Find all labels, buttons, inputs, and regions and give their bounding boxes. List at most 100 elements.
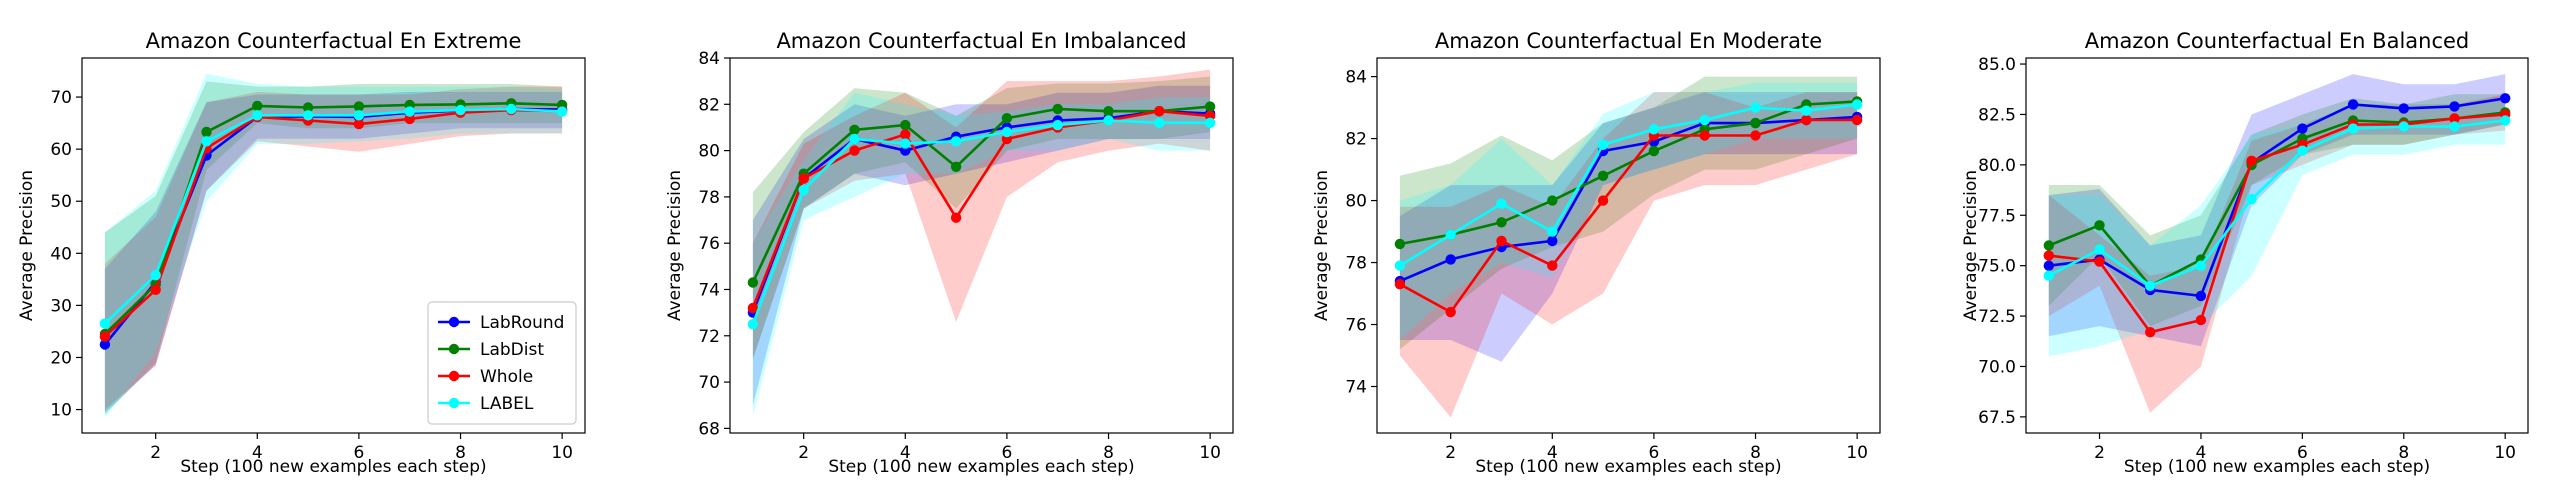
data-point-whole <box>404 113 415 125</box>
data-point-label <box>2500 115 2511 126</box>
legend-marker-labround <box>448 316 460 328</box>
confidence-band-labdist <box>104 81 563 415</box>
x-tick-label: 2 <box>150 443 161 463</box>
legend-label-labdist: LabDist <box>480 340 544 360</box>
y-tick-label: 84 <box>698 49 720 69</box>
data-point-label <box>1154 117 1165 128</box>
data-point-whole <box>1154 106 1165 117</box>
data-point-labdist <box>1052 103 1063 115</box>
data-point-label <box>1648 124 1660 135</box>
data-point-label <box>2094 244 2105 255</box>
x-tick-label: 4 <box>900 443 911 463</box>
confidence-band-whole <box>2048 94 2506 413</box>
x-tick-label: 8 <box>1750 443 1761 463</box>
legend-label-label: LABEL <box>480 394 534 414</box>
legend-marker-label <box>448 397 460 409</box>
confidence-band-labround <box>104 91 563 413</box>
y-tick-label: 80.0 <box>1978 156 2016 176</box>
confidence-band-whole <box>1399 92 1858 418</box>
x-tick-label: 4 <box>2196 443 2207 463</box>
legend-box <box>427 301 577 425</box>
y-tick-label: 30 <box>50 296 72 316</box>
data-point-whole <box>2043 250 2054 261</box>
confidence-band-labdist <box>2048 94 2506 327</box>
data-point-whole <box>99 331 111 342</box>
data-point-label <box>1801 105 1812 116</box>
chart-title: Amazon Counterfactual En Extreme <box>146 29 522 53</box>
y-tick-label: 75.0 <box>1978 257 2016 277</box>
y-tick-label: 76 <box>1345 316 1367 336</box>
data-point-whole <box>1445 306 1456 318</box>
confidence-band-labround <box>1399 92 1858 362</box>
data-point-labdist <box>1547 195 1558 206</box>
data-point-label <box>1699 114 1710 126</box>
data-point-label <box>1394 260 1406 271</box>
y-tick-label: 60 <box>50 140 72 160</box>
data-point-whole <box>2094 256 2105 267</box>
data-point-whole <box>900 129 911 140</box>
data-point-label <box>1103 115 1114 126</box>
x-tick-label: 8 <box>2398 443 2409 463</box>
y-tick-label: 68 <box>698 419 720 439</box>
x-tick-label: 8 <box>455 443 466 463</box>
y-tick-label: 85.0 <box>1978 55 2016 75</box>
series-line-whole <box>2048 113 2506 334</box>
data-point-label <box>556 106 568 117</box>
data-point-labround <box>1547 235 1558 247</box>
y-axis-label: Average Precision <box>665 170 685 321</box>
x-axis-label: Step (100 new examples each step) <box>2124 457 2430 477</box>
data-point-label <box>2449 121 2460 132</box>
data-point-label <box>798 184 809 196</box>
chart-panel-4: Amazon Counterfactual En Balanced 2 4 6 8 10 6… <box>1961 29 2529 477</box>
data-point-labdist <box>1750 117 1761 129</box>
data-point-whole <box>798 173 809 184</box>
y-tick-label: 77.5 <box>1978 206 2016 226</box>
data-point-label <box>900 138 911 149</box>
data-point-labdist <box>950 161 962 172</box>
y-tick-label: 78 <box>1345 254 1367 274</box>
y-axis-label: Average Precision <box>1961 170 1981 321</box>
x-axis-label: Step (100 new examples each step) <box>180 457 486 477</box>
x-tick-label: 10 <box>551 443 573 463</box>
y-axis-label: Average Precision <box>1312 170 1332 321</box>
x-tick-label: 6 <box>2297 443 2308 463</box>
x-tick-label: 6 <box>1648 443 1659 463</box>
data-point-label <box>1496 198 1507 209</box>
y-tick-label: 10 <box>50 401 72 421</box>
data-point-labdist <box>849 124 860 135</box>
y-tick-label: 70 <box>50 88 72 108</box>
data-point-label <box>1750 102 1761 113</box>
x-tick-label: 2 <box>798 443 809 463</box>
data-point-labdist <box>1648 145 1660 157</box>
data-point-whole <box>2246 155 2257 166</box>
data-point-labround <box>2297 123 2308 134</box>
x-axis-label: Step (100 new examples each step) <box>828 457 1134 477</box>
series-line-labround <box>2048 97 2506 298</box>
data-point-label <box>150 270 161 281</box>
x-tick-label: 8 <box>1103 443 1114 463</box>
data-point-whole <box>1699 130 1710 141</box>
legend-marker-whole <box>448 370 460 382</box>
y-tick-label: 80 <box>1345 192 1367 212</box>
data-point-labdist <box>1001 113 1013 124</box>
x-tick-label: 10 <box>2494 443 2516 463</box>
x-tick-label: 6 <box>353 443 364 463</box>
plot-frame <box>2025 57 2529 434</box>
data-point-labdist <box>747 277 759 288</box>
data-point-label <box>99 318 111 329</box>
x-tick-label: 4 <box>1547 443 1558 463</box>
chart-panel-3: Amazon Counterfactual En Moderate 2 4 6 8 10 7… <box>1312 29 1881 477</box>
data-point-labround <box>99 339 111 350</box>
data-point-label <box>2195 260 2207 271</box>
legend-label-whole: Whole <box>480 367 533 387</box>
data-point-label <box>1597 139 1609 150</box>
y-tick-label: 82.5 <box>1978 105 2016 125</box>
data-point-labdist <box>353 101 365 112</box>
data-point-labdist <box>302 102 314 113</box>
data-point-labdist <box>1597 170 1609 181</box>
data-point-whole <box>2145 327 2156 338</box>
x-tick-label: 10 <box>1846 443 1868 463</box>
data-point-label <box>506 103 517 115</box>
data-point-label <box>1204 117 1216 128</box>
